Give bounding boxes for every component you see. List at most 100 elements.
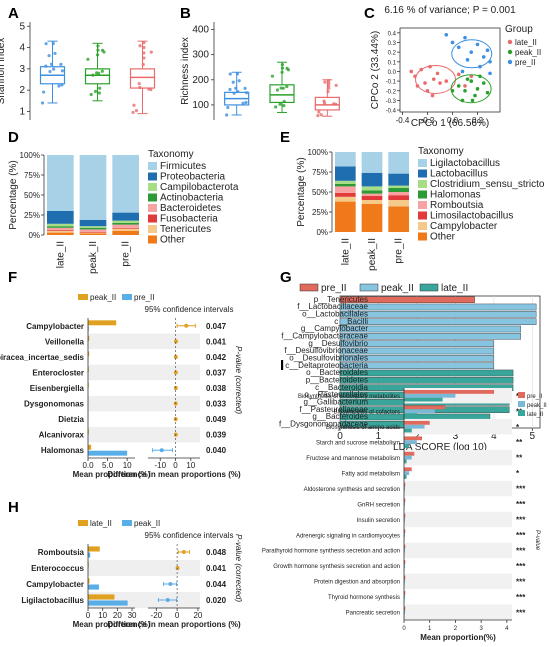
confidence-ellipse-peak_II	[450, 74, 492, 104]
y-tick-label: 75%	[24, 171, 40, 180]
pathway-bar-peak	[404, 409, 435, 414]
legend-label: Lactobacillus	[430, 169, 488, 180]
scatter-point-late_II	[469, 74, 474, 79]
p-value: 0.039	[206, 431, 227, 440]
legend-swatch-late_II	[419, 283, 439, 292]
stack-segment-firmicutes	[47, 155, 74, 211]
stack-segment-campylobacter	[388, 200, 409, 207]
pathway-bar-peak	[404, 440, 417, 445]
legend-title: Taxonomy	[418, 146, 464, 157]
lda-label: o__Desulfovibrionales	[289, 354, 368, 363]
legend-label: Romboutsia	[430, 200, 484, 211]
lda-label: f__Lactobacillaceae	[297, 302, 368, 311]
stack-segment-halomonas	[388, 188, 409, 192]
x-tick-label: 1	[376, 431, 382, 442]
significance-mark: ***	[516, 516, 526, 525]
data-point	[285, 66, 289, 70]
pathway-bar-peak	[404, 579, 406, 584]
diff-point	[184, 323, 189, 328]
legend-label: pre_II	[515, 58, 535, 67]
scatter-point-peak_II	[470, 98, 475, 103]
significance-mark: **	[516, 454, 523, 463]
stack-segment-actinobacteria	[112, 223, 139, 225]
x-tick-label: 20	[193, 611, 202, 620]
x-tick-label: late_II	[55, 241, 66, 268]
pathway-label: Starch and sucrose metabolism	[316, 440, 400, 446]
data-point	[236, 89, 240, 94]
pathway-bar-peak	[404, 471, 410, 475]
y-tick-label: 300	[192, 50, 209, 61]
pathway-label: Fructose and mannose metabolism	[306, 456, 400, 462]
panel-letter-g: G	[280, 269, 292, 286]
data-point	[98, 86, 102, 90]
legend-swatch-pre_II	[299, 283, 319, 292]
data-point	[59, 62, 63, 67]
pathway-bar-pre	[404, 467, 412, 472]
stack-segment-clostridium_sensu_stricto	[361, 186, 383, 191]
stack-segment-ligilactobacillus	[335, 152, 356, 167]
legend-label: peak_II	[90, 293, 116, 302]
mean-bar-pre_II	[88, 450, 128, 456]
lda-label: p__Tenericutes	[314, 295, 368, 304]
scatter-point-peak_II	[469, 79, 474, 83]
y-tick-label: 50%	[24, 191, 40, 200]
scatter-point-late_II	[423, 81, 427, 85]
lda-label: g__Desulfovibrio	[308, 339, 368, 348]
legend-label: Proteobacteria	[160, 172, 225, 183]
scatter-point-peak_II	[463, 88, 467, 93]
lda-label: g__Bacteroides	[312, 412, 368, 421]
legend-label: late_II	[90, 519, 112, 528]
x-tick-label: pre_II	[121, 241, 132, 267]
pathway-bar-pre	[404, 482, 406, 487]
x-tick-label: 0.2	[472, 116, 484, 125]
row-stripe	[88, 364, 200, 381]
data-point	[228, 72, 232, 76]
x-tick-label: 0	[337, 431, 343, 442]
pathway-bar-peak	[404, 610, 406, 615]
legend-marker-late_II	[507, 39, 513, 45]
legend-swatch-campylobacter	[418, 222, 427, 230]
p-value: 0.044	[206, 580, 227, 589]
panel-letter-d: D	[8, 129, 19, 146]
scatter-point-late_II	[444, 79, 449, 83]
y-tick-label: 3	[19, 64, 25, 75]
mean-bar-peak_II	[88, 584, 100, 590]
p-value: 0.048	[206, 548, 227, 557]
stack-segment-limosilactobacillus	[388, 195, 409, 200]
pathway-bar-pre	[404, 405, 446, 410]
stack-segment-clostridium_sensu_stricto	[335, 180, 356, 184]
mean-bar-peak_II	[88, 335, 90, 341]
stack-segment-limosilactobacillus	[361, 196, 383, 200]
scatter-point-late_II	[438, 81, 442, 85]
stack-segment-campilobacterota	[79, 226, 107, 228]
data-point	[96, 48, 100, 52]
taxon-label: Ligilactobacillus	[21, 596, 84, 605]
legend-swatch-late_II	[78, 520, 88, 526]
p-value: 0.041	[206, 564, 227, 573]
row-stripe	[404, 511, 512, 528]
panel-letter-b: B	[180, 5, 191, 22]
pathway-label: Parathyroid hormone synthesis secretion …	[262, 549, 400, 555]
lda-bar-peak_II	[339, 325, 521, 333]
x-tick-label: late_II	[340, 238, 351, 265]
data-point	[231, 80, 235, 84]
pathway-label: Growth hormone synthesis secretion and a…	[273, 564, 400, 570]
diff-point	[173, 354, 178, 359]
scatter-point-peak_II	[485, 90, 490, 95]
mean-bar-late_II	[88, 578, 90, 584]
legend-swatch-campilobacterota	[148, 183, 157, 191]
stack-segment-firmicutes	[112, 155, 139, 213]
row-stripe	[88, 395, 200, 412]
pathway-label: Biosynthesis of cofactors	[334, 410, 400, 416]
data-point	[57, 84, 61, 88]
mean-bar-peak_II	[88, 351, 90, 357]
data-point	[279, 86, 283, 90]
x-tick-label: 10	[186, 461, 195, 470]
legend-label: pre_II	[134, 293, 154, 302]
legend-label: Other	[430, 232, 456, 243]
data-point	[47, 54, 51, 58]
legend-label: peak_II	[515, 48, 541, 57]
pathway-bar-peak	[404, 594, 406, 599]
p-axis-label: P-value (corrected)	[234, 346, 243, 414]
box-peak_II	[269, 84, 295, 104]
